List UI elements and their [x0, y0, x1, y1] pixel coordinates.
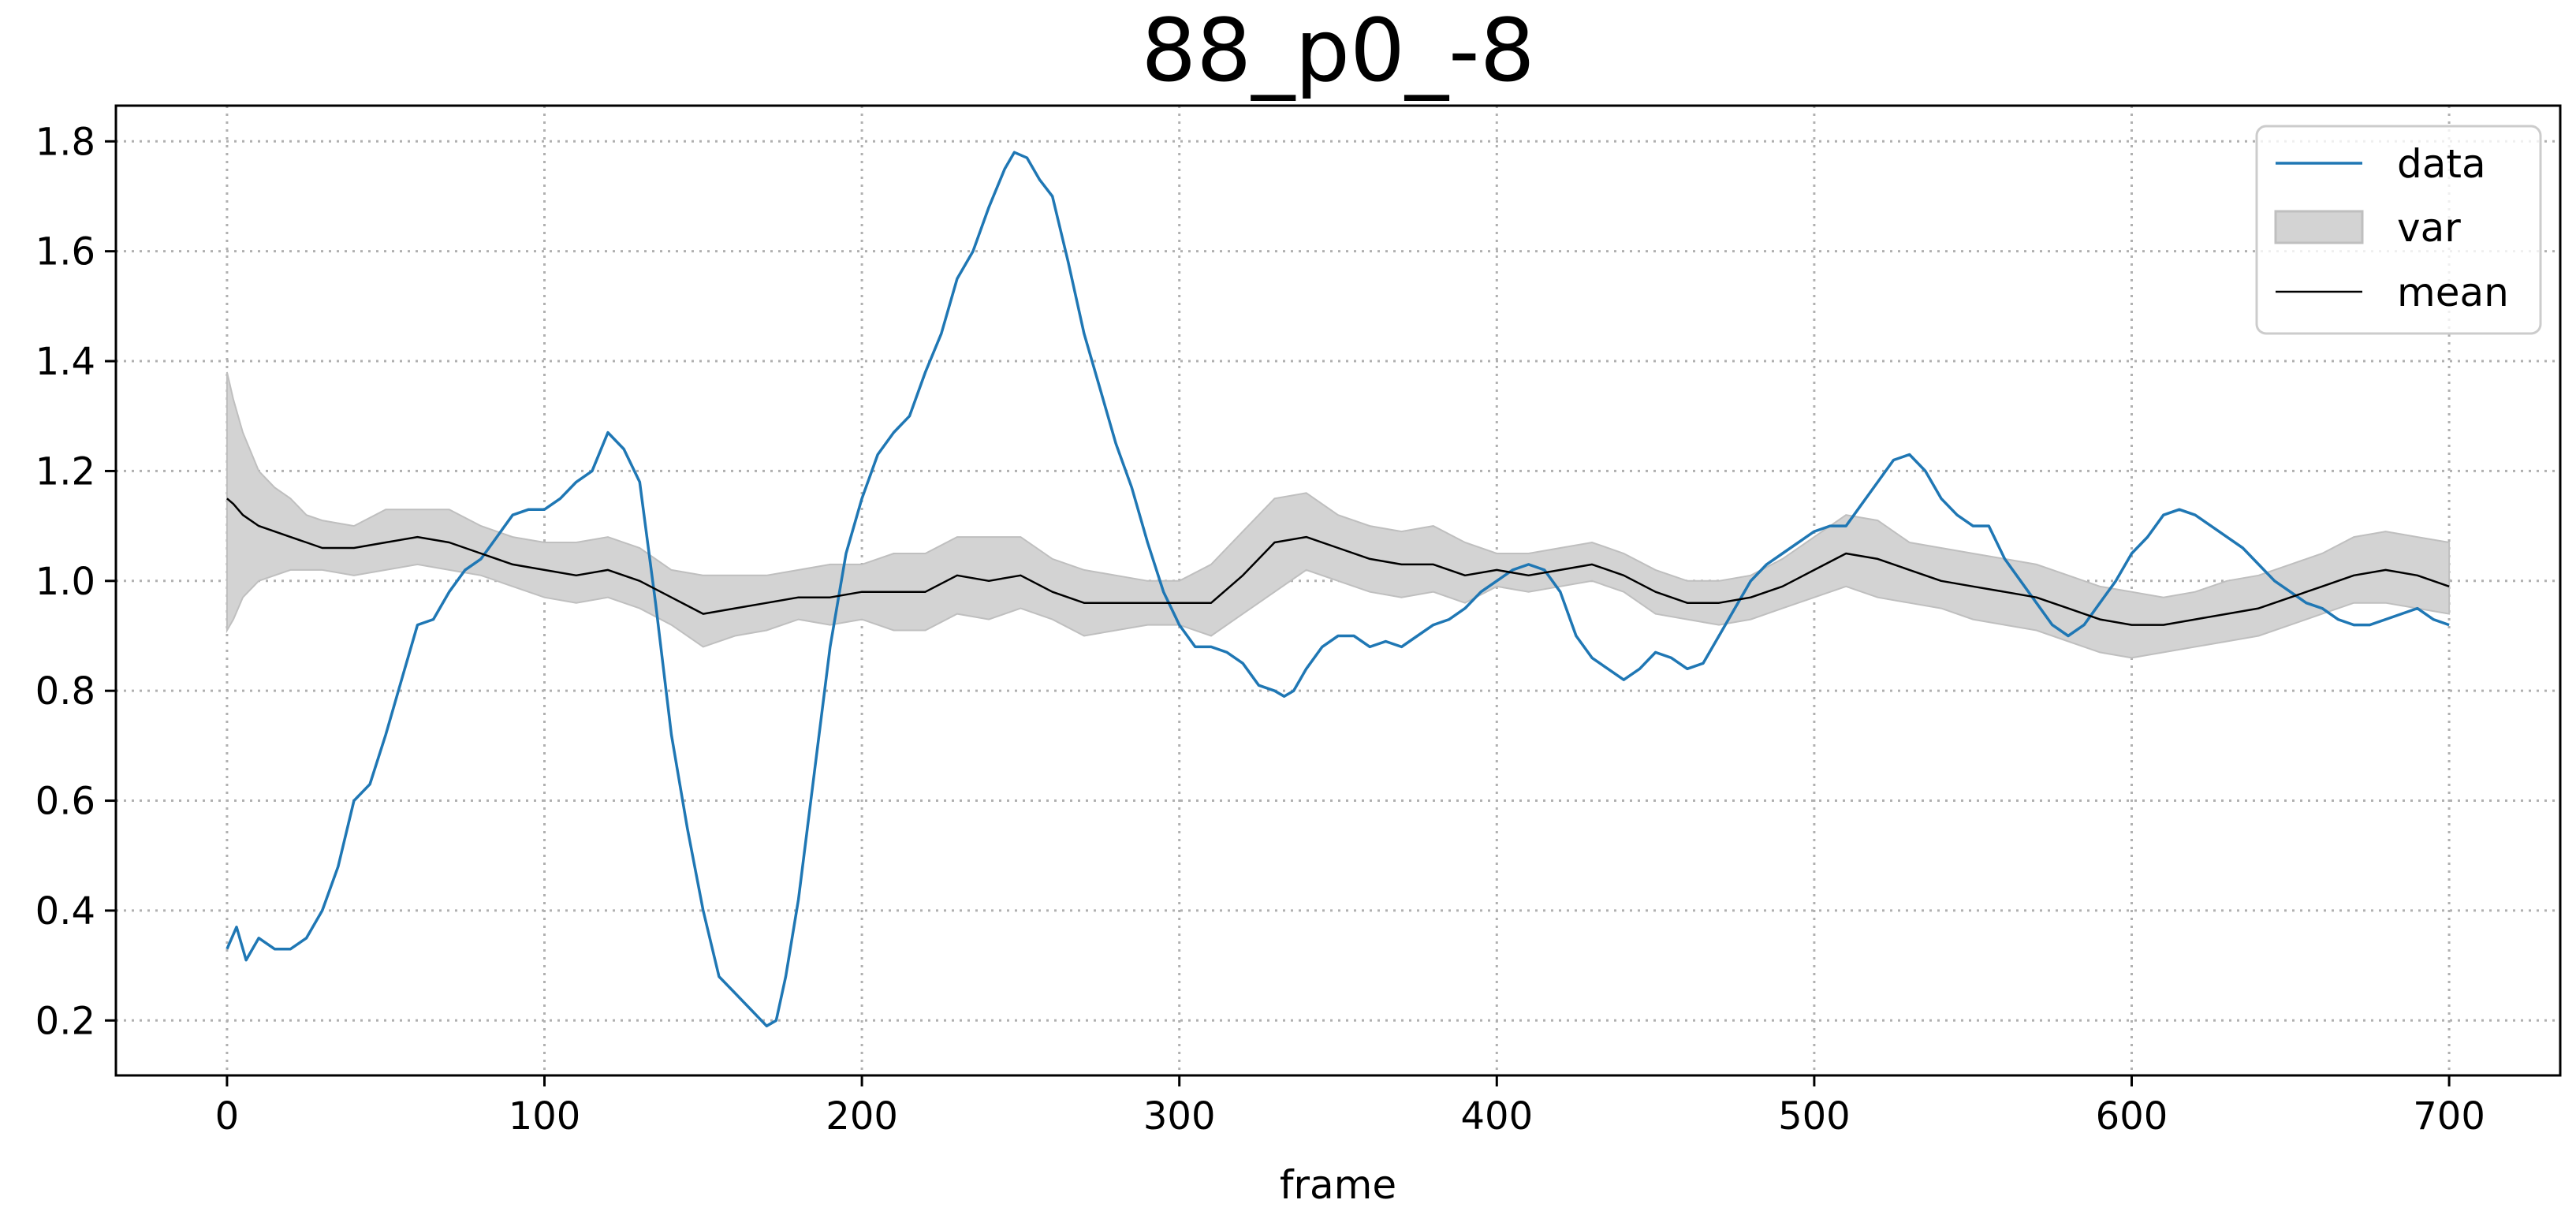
- x-tick-label: 700: [2413, 1094, 2485, 1138]
- y-tick-label: 1.2: [35, 449, 95, 494]
- x-axis-ticks: 0 100 200 300 400 500 600 700: [215, 1075, 2485, 1138]
- x-axis-label: frame: [1280, 1162, 1396, 1208]
- axes-frame: [114, 104, 2562, 1077]
- legend-label-data: data: [2397, 141, 2486, 187]
- y-tick-label: 1.0: [35, 560, 95, 604]
- y-tick-label: 1.6: [35, 230, 95, 274]
- series-mean-line: [226, 497, 2450, 626]
- x-tick-label: 500: [1778, 1094, 1851, 1138]
- y-axis-ticks: 0.2 0.4 0.6 0.8 1.0 1.2 1.4 1.6 1.8: [35, 120, 116, 1043]
- legend: data var mean: [2255, 125, 2542, 335]
- y-tick-label: 1.8: [35, 120, 95, 164]
- y-tick-label: 0.8: [35, 669, 95, 714]
- series-data-line: [226, 151, 2450, 1028]
- x-tick-label: 0: [215, 1094, 240, 1138]
- legend-box: [2255, 125, 2542, 335]
- x-tick-label: 400: [1460, 1094, 1533, 1138]
- legend-label-var: var: [2397, 205, 2461, 251]
- plot-area: [226, 151, 2451, 1028]
- x-tick-label: 600: [2096, 1094, 2168, 1138]
- x-tick-label: 100: [509, 1094, 581, 1138]
- y-tick-label: 0.2: [35, 999, 95, 1043]
- y-tick-label: 1.4: [35, 340, 95, 384]
- series-var-band: [226, 371, 2451, 659]
- legend-var-swatch: [2274, 210, 2364, 244]
- chart-title: 88_p0_-8: [1141, 0, 1534, 101]
- y-tick-label: 0.4: [35, 889, 95, 933]
- x-tick-label: 300: [1143, 1094, 1216, 1138]
- legend-label-mean: mean: [2397, 270, 2509, 315]
- y-tick-label: 0.6: [35, 780, 95, 824]
- x-tick-label: 200: [826, 1094, 898, 1138]
